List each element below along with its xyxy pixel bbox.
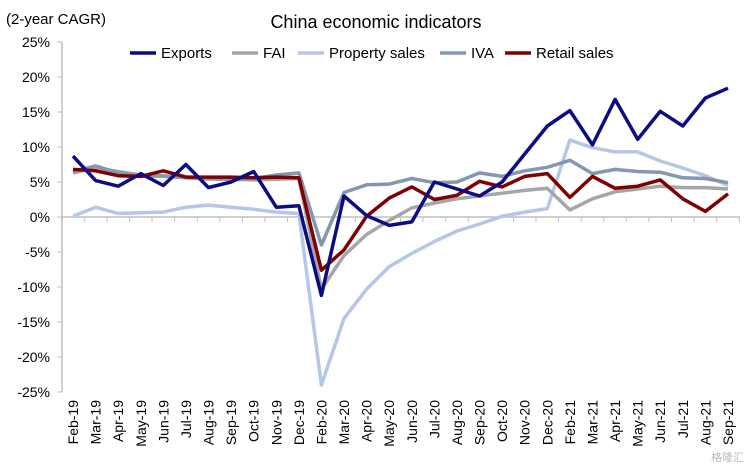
x-tick-label: Jun-19: [155, 400, 171, 443]
x-tick-label: Nov-20: [517, 400, 533, 445]
series-line-retail-sales: [72, 167, 730, 272]
x-tick-label: Feb-21: [562, 400, 578, 445]
y-tick-label: 5%: [30, 174, 50, 190]
legend-label: Exports: [161, 45, 212, 62]
x-tick-label: Apr-19: [110, 400, 126, 442]
watermark: 格隆汇: [711, 452, 744, 464]
legend-item: Property sales: [298, 45, 425, 62]
legend-label: Retail sales: [536, 45, 614, 62]
series-line-exports: [71, 86, 729, 298]
x-tick-label: Dec-20: [539, 400, 555, 445]
x-tick-label: Sep-19: [223, 400, 239, 445]
y-tick-label: -5%: [25, 244, 50, 260]
y-tick-label: -20%: [17, 349, 50, 365]
x-tick-label: Aug-19: [201, 400, 217, 445]
y-tick-label: 20%: [22, 69, 50, 85]
x-tick-label: Jul-20: [426, 400, 442, 438]
legend-label: IVA: [471, 45, 494, 62]
y-tick-label: -25%: [17, 384, 50, 400]
x-tick-label: Dec-19: [291, 400, 307, 445]
x-tick-label: Jun-21: [652, 400, 668, 443]
chart-title: China economic indicators: [270, 12, 481, 32]
legend-item: Exports: [130, 45, 212, 62]
x-tick-label: Jul-19: [178, 400, 194, 438]
x-tick-label: Mar-20: [336, 400, 352, 445]
x-tick-label: Nov-19: [268, 400, 284, 445]
x-tick-label: Jun-20: [404, 400, 420, 443]
x-tick-label: May-19: [133, 400, 149, 447]
y-axis-label: (2-year CAGR): [6, 11, 106, 28]
legend-item: FAI: [232, 45, 286, 62]
series-line-property-sales: [72, 138, 729, 387]
x-tick-label: Mar-21: [584, 400, 600, 445]
x-tick-label: Mar-19: [88, 400, 104, 445]
x-tick-label: Apr-20: [359, 400, 375, 442]
y-tick-label: -10%: [17, 279, 50, 295]
x-tick-label: Sep-21: [720, 400, 736, 445]
y-tick-label: 0%: [30, 209, 50, 225]
x-tick-label: Oct-20: [494, 400, 510, 442]
x-tick-label: May-21: [630, 400, 646, 447]
x-tick-label: Aug-20: [449, 400, 465, 445]
y-tick-label: 25%: [22, 34, 50, 50]
x-tick-label: Apr-21: [607, 400, 623, 442]
legend-label: Property sales: [329, 45, 425, 62]
legend-item: IVA: [440, 45, 494, 62]
x-tick-label: Sep-20: [472, 400, 488, 445]
x-tick-label: Feb-20: [313, 400, 329, 445]
x-tick-label: Feb-19: [65, 400, 81, 445]
x-tick-label: May-20: [381, 400, 397, 447]
legend-item: Retail sales: [505, 45, 614, 62]
y-tick-label: 10%: [22, 139, 50, 155]
legend-label: FAI: [263, 45, 286, 62]
x-tick-label: Oct-19: [246, 400, 262, 442]
y-tick-label: -15%: [17, 314, 50, 330]
x-tick-label: Aug-21: [697, 400, 713, 445]
y-tick-label: 15%: [22, 104, 50, 120]
x-tick-label: Jul-21: [675, 400, 691, 438]
